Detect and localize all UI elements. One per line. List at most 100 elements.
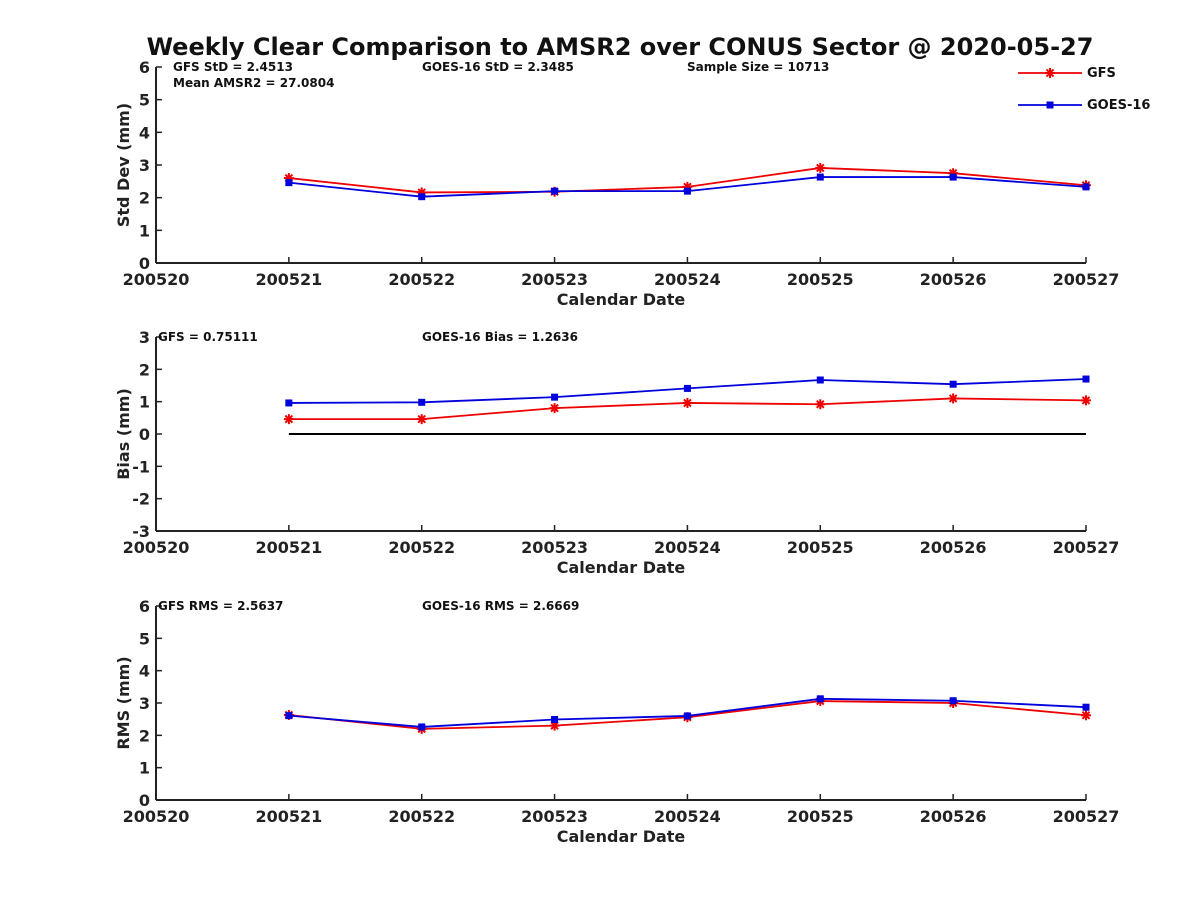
data-point bbox=[549, 403, 560, 414]
annotation-gfs: GFS StD = 2.4513 bbox=[173, 60, 293, 74]
data-point bbox=[416, 414, 427, 425]
x-tick-label: 200523 bbox=[521, 270, 588, 289]
y-tick-label: 2 bbox=[139, 360, 150, 379]
x-tick-label: 200522 bbox=[388, 807, 455, 826]
annotation-goes: GOES-16 StD = 2.3485 bbox=[422, 60, 574, 74]
data-point bbox=[1081, 710, 1091, 721]
series-goes16 bbox=[285, 375, 1090, 407]
x-tick-label: 200527 bbox=[1053, 538, 1120, 557]
legend-goes16-marker bbox=[1046, 101, 1054, 109]
data-point bbox=[683, 187, 691, 195]
data-point-stroke bbox=[284, 414, 294, 424]
x-axis-label: Calendar Date bbox=[557, 558, 686, 577]
data-point bbox=[418, 723, 426, 731]
x-tick-label: 200524 bbox=[654, 807, 721, 826]
y-tick-label: -3 bbox=[132, 522, 150, 541]
data-point bbox=[1082, 703, 1090, 711]
annotation-goes: GOES-16 Bias = 1.2636 bbox=[422, 330, 578, 344]
legend-star-marker bbox=[1045, 68, 1055, 78]
legend-goes16-label: GOES-16 bbox=[1087, 98, 1150, 113]
data-point bbox=[551, 715, 559, 723]
data-point bbox=[816, 376, 824, 384]
x-tick-label: 200522 bbox=[388, 538, 455, 557]
y-tick-label: 2 bbox=[139, 726, 150, 745]
x-tick-label: 200523 bbox=[521, 538, 588, 557]
panel-rms: 200520 200521 200522 200523 200524 200525 2005… bbox=[114, 597, 1119, 846]
y-tick-label: 4 bbox=[139, 123, 150, 142]
y-tick-label: 1 bbox=[139, 759, 150, 778]
x-tick-label: 200522 bbox=[388, 270, 455, 289]
data-point bbox=[1081, 395, 1091, 406]
x-tick-label: 200525 bbox=[787, 538, 854, 557]
y-tick-label: 1 bbox=[139, 221, 150, 240]
y-tick-label: 0 bbox=[139, 791, 150, 810]
data-point-stroke bbox=[1081, 396, 1091, 405]
data-point-stroke bbox=[948, 394, 958, 403]
data-point bbox=[1082, 375, 1090, 383]
annotation-goes: GOES-16 RMS = 2.6669 bbox=[422, 599, 579, 613]
data-point bbox=[682, 397, 693, 408]
data-point bbox=[948, 393, 959, 404]
data-point bbox=[949, 173, 957, 181]
data-point-stroke bbox=[417, 414, 426, 424]
y-tick-label: 3 bbox=[139, 328, 150, 347]
x-tick-label: 200523 bbox=[521, 807, 588, 826]
data-point-stroke bbox=[550, 403, 559, 413]
data-point-stroke bbox=[683, 398, 692, 408]
y-tick-label: 2 bbox=[139, 189, 150, 208]
data-point bbox=[418, 398, 426, 406]
data-point bbox=[949, 380, 957, 388]
data-point-stroke bbox=[816, 163, 825, 173]
data-point bbox=[816, 173, 824, 181]
data-point-stroke bbox=[550, 721, 559, 730]
legend-square-marker bbox=[1046, 101, 1054, 109]
y-tick-label: 5 bbox=[139, 629, 150, 648]
data-point bbox=[551, 187, 559, 195]
y-axis-label: Bias (mm) bbox=[114, 388, 133, 480]
x-tick-label: 200527 bbox=[1053, 270, 1120, 289]
data-point bbox=[683, 384, 691, 392]
x-tick-label: 200520 bbox=[123, 807, 190, 826]
x-tick-label: 200526 bbox=[920, 270, 987, 289]
x-tick-label: 200526 bbox=[920, 538, 987, 557]
panel-bias: 200520 200521 200522 200523 200524 200525 2005… bbox=[114, 328, 1119, 577]
x-tick-label: 200521 bbox=[255, 270, 322, 289]
data-point bbox=[949, 697, 957, 705]
x-tick-label: 200520 bbox=[123, 270, 190, 289]
y-tick-label: 1 bbox=[139, 393, 150, 412]
panel-std: 200520 200521 200522 200523 200524 200525 2005… bbox=[114, 58, 1119, 309]
y-tick-label: 0 bbox=[139, 254, 150, 273]
legend: GFS GOES-16 bbox=[1018, 66, 1150, 113]
y-tick-label: -1 bbox=[132, 457, 150, 476]
data-point bbox=[418, 193, 426, 201]
y-tick-label: 4 bbox=[139, 662, 150, 681]
data-point bbox=[815, 162, 826, 173]
y-tick-label: 5 bbox=[139, 91, 150, 110]
annotation-sample: Sample Size = 10713 bbox=[687, 60, 829, 74]
y-tick-label: 0 bbox=[139, 425, 150, 444]
x-tick-label: 200527 bbox=[1053, 807, 1120, 826]
data-point bbox=[816, 695, 824, 703]
legend-gfs-marker bbox=[1045, 68, 1055, 78]
x-axis-label: Calendar Date bbox=[557, 290, 686, 309]
data-point bbox=[1082, 183, 1090, 191]
x-tick-label: 200521 bbox=[255, 538, 322, 557]
x-tick-label: 200520 bbox=[123, 538, 190, 557]
y-tick-label: 6 bbox=[139, 597, 150, 616]
x-tick-label: 200526 bbox=[920, 807, 987, 826]
data-point-stroke bbox=[1081, 711, 1091, 720]
y-tick-label: 3 bbox=[139, 694, 150, 713]
x-tick-label: 200525 bbox=[787, 270, 854, 289]
data-point-stroke bbox=[816, 400, 825, 409]
data-point bbox=[683, 712, 691, 720]
series-gfs bbox=[283, 393, 1091, 425]
data-point bbox=[815, 399, 826, 410]
x-tick-label: 200525 bbox=[787, 807, 854, 826]
series-goes16 bbox=[285, 695, 1090, 731]
x-tick-label: 200521 bbox=[255, 807, 322, 826]
data-point bbox=[283, 414, 294, 425]
x-tick-label: 200524 bbox=[654, 270, 721, 289]
annotation-gfs: GFS = 0.75111 bbox=[158, 330, 258, 344]
